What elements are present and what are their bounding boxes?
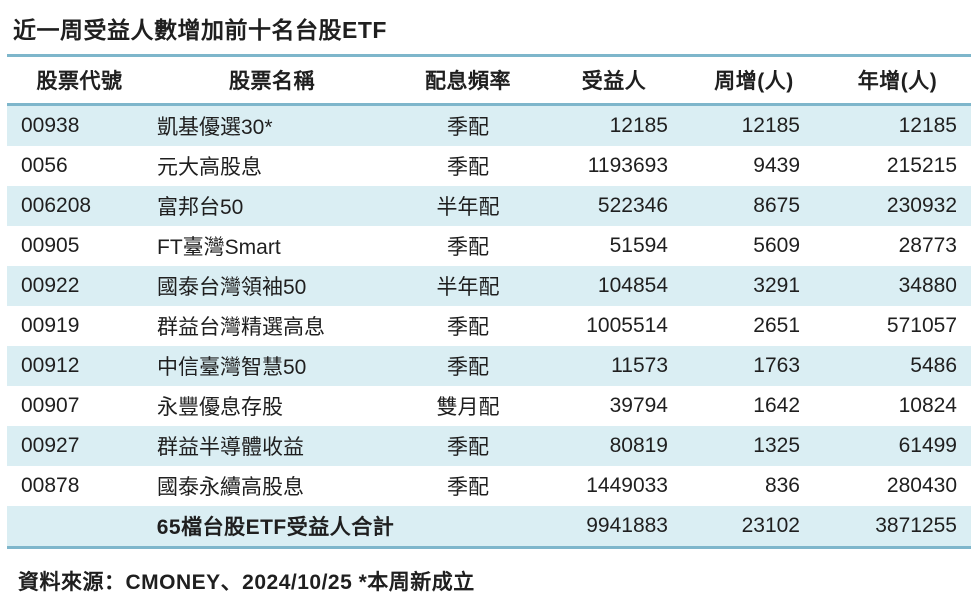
cell: 00912 bbox=[21, 354, 80, 377]
cell: 104854 bbox=[597, 274, 668, 297]
column-header: 受益人 bbox=[544, 57, 684, 106]
cell: 836 bbox=[764, 474, 800, 497]
table-row: 00878 國泰永續高股息 季配 1449033 836 280430 bbox=[7, 466, 971, 506]
cell: 1449033 bbox=[586, 474, 668, 497]
etf-table: 股票代號 股票名稱 配息頻率 受益人 周增(人) 年增(人) 00938 凱基優選30* 季配… bbox=[7, 57, 971, 549]
cell: 國泰永續高股息 bbox=[157, 476, 304, 499]
column-header: 股票代號 bbox=[7, 57, 152, 106]
table-row: 00912 中信臺灣智慧50 季配 11573 1763 5486 bbox=[7, 346, 971, 386]
cell: 中信臺灣智慧50 bbox=[157, 356, 307, 379]
cell: 12185 bbox=[898, 114, 957, 137]
cell: 00922 bbox=[21, 274, 80, 297]
cell: 215215 bbox=[886, 154, 957, 177]
cell: 12185 bbox=[609, 114, 668, 137]
cell: 3291 bbox=[753, 274, 800, 297]
cell: 80819 bbox=[609, 434, 668, 457]
cell: 季配 bbox=[447, 476, 489, 499]
cell: 9439 bbox=[753, 154, 800, 177]
cell: 006208 bbox=[21, 194, 92, 217]
cell: 1642 bbox=[753, 394, 800, 417]
cell: 00907 bbox=[21, 394, 80, 417]
cell: 群益台灣精選高息 bbox=[157, 316, 325, 339]
page-title: 近一周受益人數增加前十名台股ETF bbox=[7, 6, 971, 57]
cell: 11573 bbox=[611, 354, 668, 377]
cell: 雙月配 bbox=[436, 396, 500, 419]
table-row: 0056 元大高股息 季配 1193693 9439 215215 bbox=[7, 146, 971, 186]
table-row: 006208 富邦台50 半年配 522346 8675 230932 bbox=[7, 186, 971, 226]
table-body: 00938 凱基優選30* 季配 12185 12185 12185 0056 元大高股息 季配… bbox=[7, 104, 971, 507]
total-label: 65檔台股ETF受益人合計 bbox=[156, 516, 395, 539]
cell: 00938 bbox=[21, 114, 80, 137]
cell: 5486 bbox=[910, 354, 957, 377]
cell: 半年配 bbox=[436, 196, 500, 219]
table-row: 00938 凱基優選30* 季配 12185 12185 12185 bbox=[7, 104, 971, 146]
cell: 永豐優息存股 bbox=[157, 396, 283, 419]
cell: 季配 bbox=[447, 116, 489, 139]
total-row: 65檔台股ETF受益人合計 9941883 23102 3871255 bbox=[7, 506, 971, 548]
table-row: 00922 國泰台灣領袖50 半年配 104854 3291 34880 bbox=[7, 266, 971, 306]
cell: 群益半導體收益 bbox=[157, 436, 304, 459]
cell: 半年配 bbox=[436, 276, 500, 299]
cell: FT臺灣Smart bbox=[157, 236, 281, 259]
cell: 1005514 bbox=[586, 314, 668, 337]
cell: 00927 bbox=[21, 434, 80, 457]
total-cell: 9941883 bbox=[586, 514, 668, 537]
cell: 2651 bbox=[753, 314, 800, 337]
cell: 1325 bbox=[753, 434, 800, 457]
cell: 61499 bbox=[898, 434, 957, 457]
cell: 12185 bbox=[741, 114, 800, 137]
table-row: 00919 群益台灣精選高息 季配 1005514 2651 571057 bbox=[7, 306, 971, 346]
cell: 10824 bbox=[898, 394, 957, 417]
cell: 00919 bbox=[21, 314, 80, 337]
cell: 5609 bbox=[753, 234, 800, 257]
table-row: 00927 群益半導體收益 季配 80819 1325 61499 bbox=[7, 426, 971, 466]
total-cell: 23102 bbox=[741, 514, 800, 537]
cell: 00905 bbox=[21, 234, 80, 257]
cell: 28773 bbox=[898, 234, 957, 257]
cell: 季配 bbox=[447, 356, 489, 379]
cell: 522346 bbox=[597, 194, 668, 217]
cell: 34880 bbox=[898, 274, 957, 297]
column-header: 股票名稱 bbox=[152, 57, 392, 106]
cell: 00878 bbox=[21, 474, 80, 497]
cell: 季配 bbox=[447, 436, 489, 459]
cell: 季配 bbox=[447, 236, 489, 259]
table-row: 00905 FT臺灣Smart 季配 51594 5609 28773 bbox=[7, 226, 971, 266]
header-row: 股票代號 股票名稱 配息頻率 受益人 周增(人) 年增(人) bbox=[7, 57, 971, 106]
cell: 230932 bbox=[886, 194, 957, 217]
cell: 39794 bbox=[609, 394, 668, 417]
cell: 元大高股息 bbox=[157, 156, 262, 179]
cell: 凱基優選30* bbox=[157, 116, 273, 139]
cell: 富邦台50 bbox=[157, 196, 244, 219]
cell: 1193693 bbox=[587, 154, 668, 177]
column-header: 年增(人) bbox=[824, 57, 971, 106]
total-cell: 3871255 bbox=[875, 514, 957, 537]
cell: 季配 bbox=[447, 316, 489, 339]
source-note: 資料來源：CMONEY、2024/10/25 *本周新成立 bbox=[18, 571, 475, 594]
cell: 571057 bbox=[886, 314, 957, 337]
column-header: 配息頻率 bbox=[392, 57, 544, 106]
cell: 0056 bbox=[21, 154, 68, 177]
cell: 280430 bbox=[886, 474, 957, 497]
cell: 51594 bbox=[609, 234, 668, 257]
cell: 季配 bbox=[447, 156, 489, 179]
cell: 國泰台灣領袖50 bbox=[157, 276, 307, 299]
cell: 1763 bbox=[753, 354, 800, 377]
table-row: 00907 永豐優息存股 雙月配 39794 1642 10824 bbox=[7, 386, 971, 426]
cell: 8675 bbox=[753, 194, 800, 217]
column-header: 周增(人) bbox=[684, 57, 824, 106]
